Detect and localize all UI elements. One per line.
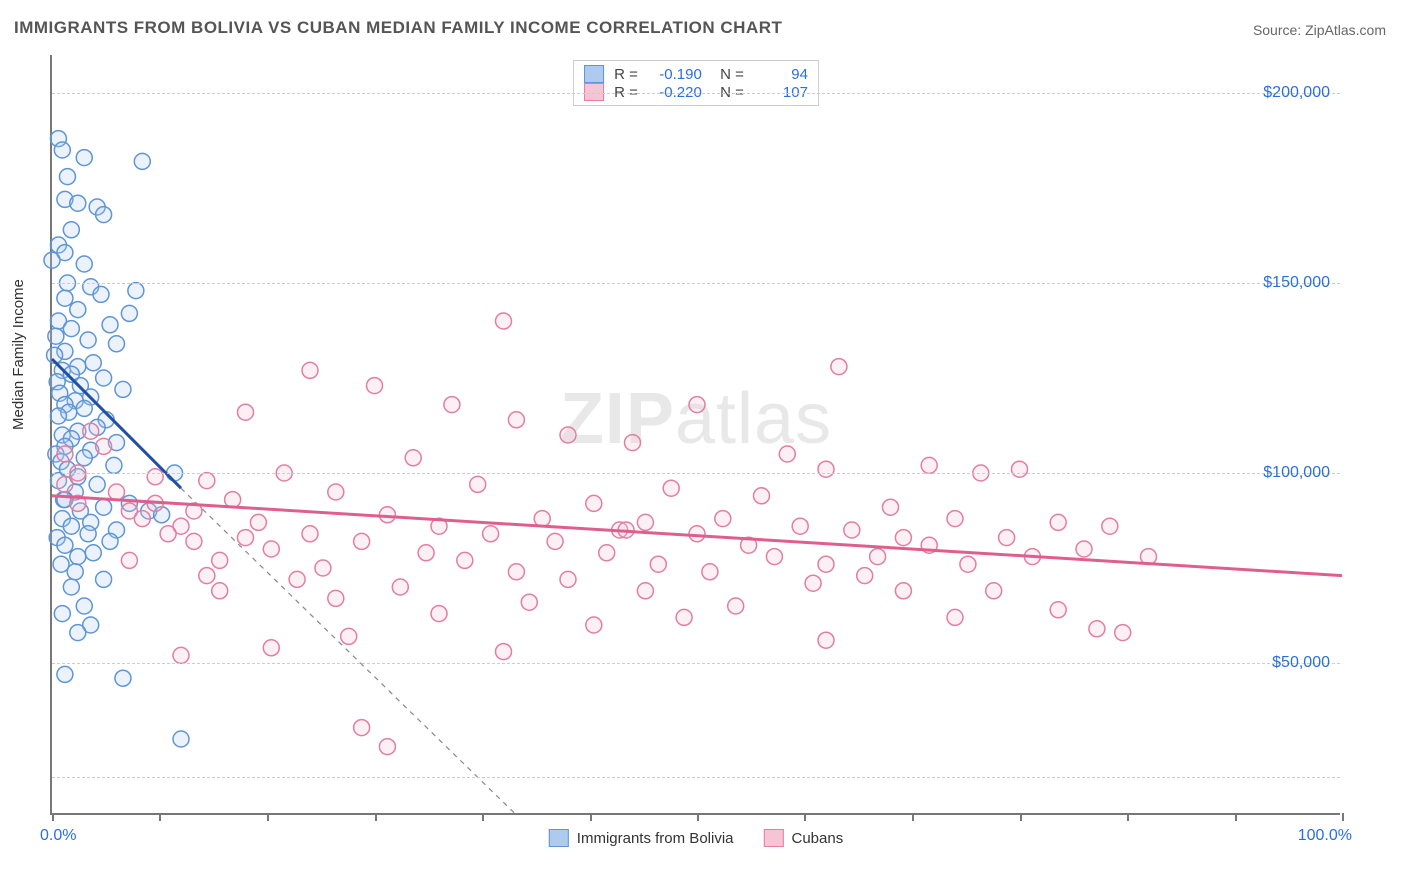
legend-label-bolivia: Immigrants from Bolivia (577, 830, 734, 847)
plot-area: ZIPatlas R =-0.190 N =94 R =-0.220 N =10… (50, 55, 1340, 815)
legend-stats: R =-0.190 N =94 R =-0.220 N =107 (573, 60, 819, 106)
swatch-bolivia (584, 65, 604, 83)
swatch-cubans-bottom (764, 829, 784, 847)
swatch-cubans (584, 83, 604, 101)
y-tick-label: $200,000 (1263, 84, 1330, 102)
y-tick-label: $100,000 (1263, 464, 1330, 482)
source-credit: Source: ZipAtlas.com (1253, 22, 1386, 38)
legend-series: Immigrants from Bolivia Cubans (549, 829, 843, 847)
y-tick-label: $50,000 (1272, 654, 1330, 672)
source-link[interactable]: ZipAtlas.com (1305, 22, 1386, 38)
legend-label-cubans: Cubans (792, 830, 844, 847)
x-tick-right: 100.0% (1298, 827, 1352, 845)
y-tick-label: $150,000 (1263, 274, 1330, 292)
source-prefix: Source: (1253, 22, 1305, 38)
scatter-svg (52, 55, 1340, 813)
y-axis-label: Median Family Income (10, 279, 27, 430)
swatch-bolivia-bottom (549, 829, 569, 847)
x-tick-left: 0.0% (40, 827, 76, 845)
chart-title: IMMIGRANTS FROM BOLIVIA VS CUBAN MEDIAN … (14, 18, 782, 38)
